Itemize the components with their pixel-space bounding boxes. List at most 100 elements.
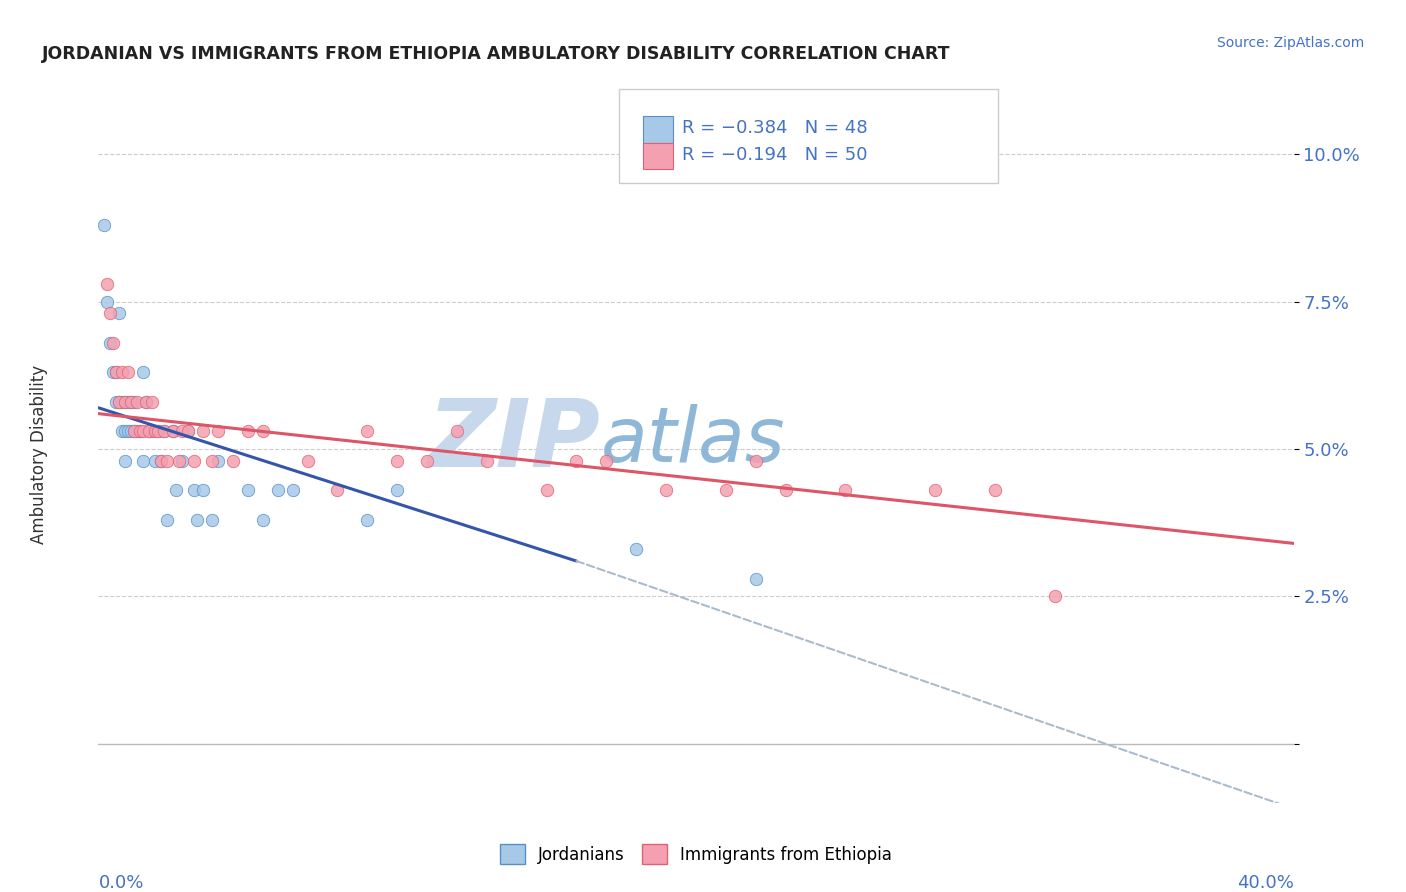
Point [536, 483, 558, 498]
Point [132, 454, 155, 468]
Point [356, 425, 378, 439]
Point [356, 513, 378, 527]
Point [236, 483, 259, 498]
Point [183, 454, 205, 468]
Point [626, 542, 648, 557]
Point [153, 425, 176, 439]
Point [236, 425, 259, 439]
Text: 40.0%: 40.0% [1237, 873, 1294, 892]
Point [172, 454, 194, 468]
Point [186, 513, 208, 527]
Point [132, 425, 155, 439]
Point [252, 513, 274, 527]
Point [129, 425, 152, 439]
Point [108, 395, 131, 409]
Point [141, 425, 163, 439]
Point [162, 425, 184, 439]
Point [98, 335, 122, 350]
Text: atlas: atlas [600, 404, 785, 478]
Point [745, 572, 768, 586]
Point [167, 454, 190, 468]
Text: R = −0.384   N = 48: R = −0.384 N = 48 [682, 119, 868, 136]
Point [834, 483, 856, 498]
Point [141, 395, 163, 409]
Point [105, 365, 128, 379]
Point [138, 425, 160, 439]
Point [326, 483, 349, 498]
Point [222, 454, 245, 468]
Point [124, 425, 146, 439]
Point [108, 395, 131, 409]
Point [103, 335, 125, 350]
Point [114, 425, 136, 439]
Point [120, 395, 142, 409]
Point [111, 425, 134, 439]
Point [117, 395, 139, 409]
Point [114, 395, 136, 409]
Point [385, 454, 409, 468]
Point [114, 395, 136, 409]
Point [98, 306, 122, 320]
Point [111, 365, 134, 379]
Point [108, 306, 131, 320]
Point [565, 454, 588, 468]
Text: R = −0.194   N = 50: R = −0.194 N = 50 [682, 146, 868, 164]
Point [416, 454, 439, 468]
Point [165, 483, 187, 498]
Point [111, 395, 134, 409]
Point [775, 483, 797, 498]
Point [714, 483, 737, 498]
Point [103, 365, 125, 379]
Point [148, 425, 170, 439]
Point [143, 454, 166, 468]
Point [172, 425, 194, 439]
Text: Ambulatory Disability: Ambulatory Disability [30, 366, 48, 544]
Point [135, 395, 157, 409]
Text: 0.0%: 0.0% [98, 873, 143, 892]
Point [132, 365, 155, 379]
Text: ZIP: ZIP [427, 395, 600, 487]
Point [117, 425, 139, 439]
Point [135, 395, 157, 409]
Point [156, 513, 179, 527]
Point [96, 294, 118, 309]
Point [150, 454, 173, 468]
Point [745, 454, 768, 468]
Point [93, 218, 115, 232]
Point [446, 425, 468, 439]
Point [143, 425, 166, 439]
Point [156, 454, 179, 468]
Point [148, 425, 170, 439]
Point [207, 425, 229, 439]
Point [105, 395, 128, 409]
Point [655, 483, 678, 498]
Point [114, 454, 136, 468]
Point [201, 513, 224, 527]
Point [267, 483, 290, 498]
Point [177, 425, 200, 439]
Point [124, 395, 146, 409]
Point [297, 454, 319, 468]
Point [984, 483, 1007, 498]
Point [595, 454, 617, 468]
Point [162, 425, 184, 439]
Text: Source: ZipAtlas.com: Source: ZipAtlas.com [1216, 36, 1364, 50]
Point [201, 454, 224, 468]
Point [117, 365, 139, 379]
Point [385, 483, 409, 498]
Text: JORDANIAN VS IMMIGRANTS FROM ETHIOPIA AMBULATORY DISABILITY CORRELATION CHART: JORDANIAN VS IMMIGRANTS FROM ETHIOPIA AM… [42, 45, 950, 62]
Point [150, 454, 173, 468]
Point [105, 365, 128, 379]
Point [129, 425, 152, 439]
Point [127, 395, 149, 409]
Point [475, 454, 498, 468]
Point [191, 483, 214, 498]
Point [124, 425, 146, 439]
Point [191, 425, 214, 439]
Point [1043, 590, 1066, 604]
Point [153, 425, 176, 439]
Point [138, 425, 160, 439]
Point [252, 425, 274, 439]
Point [96, 277, 118, 291]
Point [183, 483, 205, 498]
